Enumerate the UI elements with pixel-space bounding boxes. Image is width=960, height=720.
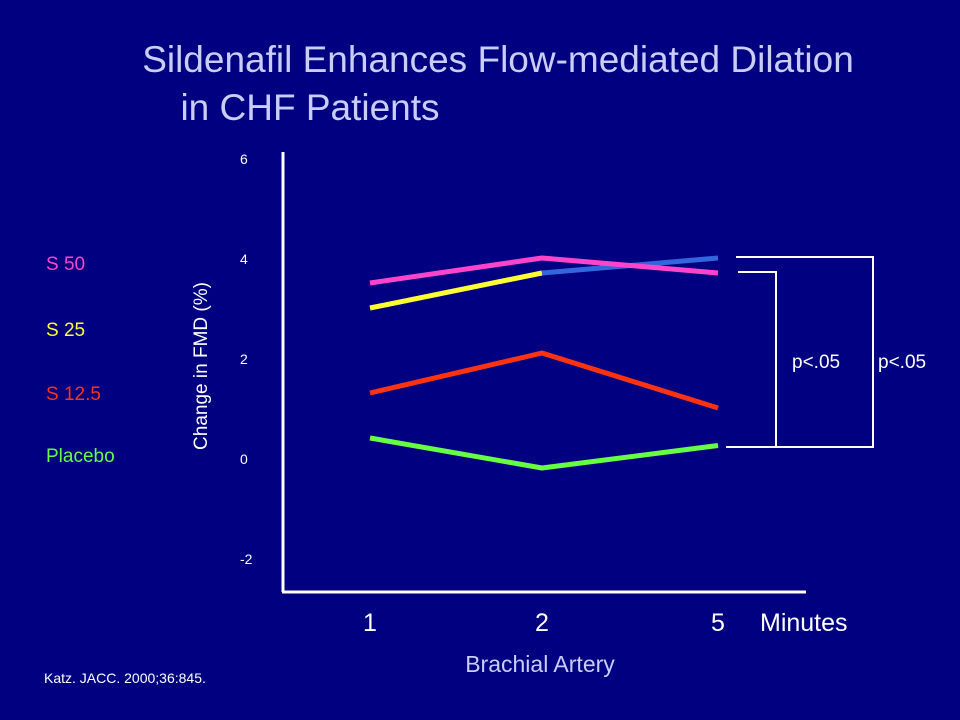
p-value-annotation: p<.05: [878, 352, 926, 373]
x-tick-label: 2: [535, 609, 549, 637]
significance-bracket-outer: [736, 256, 874, 448]
series-line-s12-5: [369, 350, 719, 411]
series-line-s25: [369, 270, 543, 311]
title-line-2: in CHF Patients: [180, 87, 440, 128]
series-line-s50: [369, 255, 719, 286]
legend-placebo: Placebo: [46, 446, 115, 467]
y-tick-label: 6: [240, 151, 248, 167]
citation-text: Katz. JACC. 2000;36:845.: [44, 670, 206, 686]
x-axis-label: Brachial Artery: [465, 651, 615, 677]
y-tick-label: 2: [240, 351, 248, 367]
y-tick-label: 0: [240, 451, 248, 467]
x-tick-label: 5: [711, 609, 725, 637]
y-axis-label: Change in FMD (%): [191, 282, 212, 450]
legend-s25: S 25: [46, 320, 86, 341]
title-line-1: Sildenafil Enhances Flow-mediated Dilati…: [142, 39, 854, 80]
x-unit-label: Minutes: [760, 609, 848, 637]
legend-s12-5: S 12.5: [46, 384, 101, 405]
legend-s50: S 50: [46, 254, 86, 275]
citation: Katz. JACC. 2000;36:845.: [44, 670, 206, 686]
x-tick-label: 1: [363, 609, 377, 637]
y-tick-label: -2: [240, 551, 253, 567]
p-value-annotation: p<.05: [792, 352, 840, 373]
y-tick-label: 4: [240, 251, 248, 267]
series-line-placebo: [369, 435, 719, 471]
significance-bracket-inner: [726, 271, 777, 448]
